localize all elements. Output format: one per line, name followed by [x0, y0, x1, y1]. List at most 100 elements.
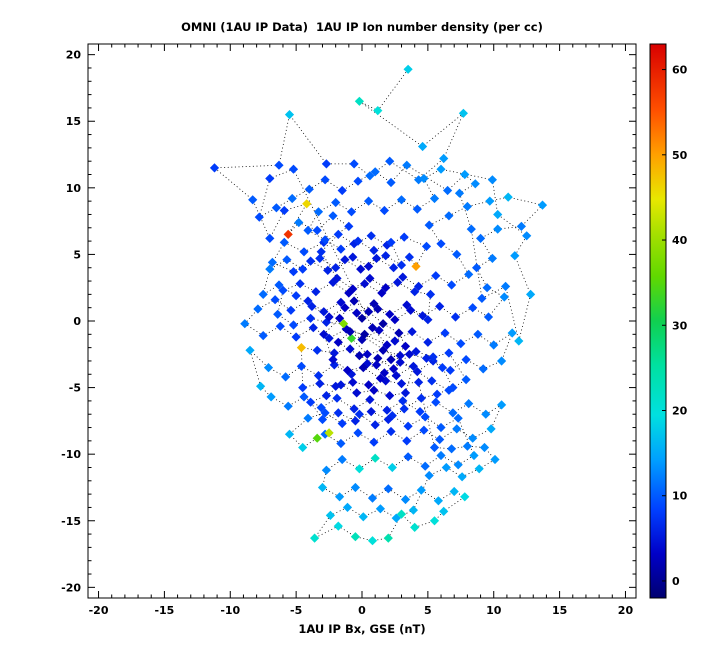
- scatter-point: [319, 329, 329, 339]
- scatter-point: [396, 195, 407, 205]
- colorbar-tick-labels: 0 10 20 30 40 50 60: [662, 64, 688, 588]
- scatter-point: [299, 392, 309, 402]
- scatter-point: [337, 418, 347, 429]
- scatter-point: [358, 512, 368, 522]
- scatter-point: [410, 522, 420, 532]
- scatter-point: [328, 277, 338, 287]
- scatter-point: [390, 315, 400, 325]
- scatter-point: [344, 288, 354, 298]
- scatter-point: [469, 450, 479, 461]
- scatter-point: [448, 408, 458, 418]
- scatter-point: [345, 327, 355, 337]
- plot-dynamic-layer: -20 -15 -10 -5 0 5 10 15 20 -20 -15 -10 -5 0 5 10 15 20 0 1…: [61, 43, 688, 617]
- scatter-point: [386, 177, 396, 188]
- scatter-point: [485, 196, 495, 206]
- scatter-point: [402, 436, 412, 446]
- scatter-point: [452, 249, 462, 259]
- scatter-point: [379, 368, 389, 378]
- y-tick-label: -5: [69, 382, 81, 395]
- scatter-point: [490, 454, 500, 465]
- scatter-point: [356, 264, 366, 274]
- scatter-point: [350, 416, 360, 426]
- colorbar-tick-label: 10: [672, 490, 688, 503]
- scatter-point: [378, 319, 388, 329]
- scatter-point: [209, 163, 220, 173]
- scatter-point: [440, 328, 450, 338]
- scatter-point: [286, 305, 296, 315]
- scatter-point: [445, 365, 455, 375]
- scatter-point: [399, 404, 409, 414]
- colorbar-tick-label: 50: [672, 149, 688, 162]
- scatter-point: [399, 232, 409, 242]
- scatter-point: [263, 363, 274, 373]
- scatter-point: [424, 220, 434, 230]
- scatter-point: [313, 371, 324, 381]
- x-tick-label: -15: [154, 604, 174, 617]
- scatter-point: [458, 108, 468, 118]
- scatter-point: [310, 533, 320, 543]
- scatter-point: [423, 315, 433, 325]
- scatter-point: [466, 224, 476, 234]
- scatter-point: [296, 343, 306, 353]
- scatter-point: [462, 441, 472, 451]
- scatter-point: [320, 235, 330, 245]
- scatter-point: [258, 289, 268, 299]
- scatter-point: [453, 413, 463, 423]
- scatter-point: [321, 465, 331, 475]
- scatter-point: [354, 351, 364, 361]
- scatter-point: [329, 360, 339, 370]
- scatter-point: [385, 391, 395, 401]
- scatter-point: [316, 247, 326, 257]
- scatter-point: [449, 486, 459, 497]
- scatter-point: [499, 292, 509, 302]
- x-tick-label: -5: [290, 604, 302, 617]
- scatter-point: [275, 321, 285, 331]
- scatter-point: [283, 401, 293, 411]
- scatter-point: [381, 283, 391, 293]
- scatter-point: [402, 160, 412, 170]
- scatter-point: [522, 231, 532, 241]
- y-tick-label: -15: [61, 515, 81, 528]
- scatter-point: [481, 409, 491, 419]
- scatter-point: [410, 287, 420, 297]
- scatter-point: [389, 263, 399, 273]
- scatter-point: [412, 367, 422, 377]
- scatter-point: [313, 207, 324, 217]
- colorbar: [650, 44, 666, 598]
- scatter-point: [364, 307, 374, 317]
- scatter-point: [365, 273, 375, 283]
- scatter-point: [472, 263, 482, 273]
- scatter-point: [468, 433, 478, 443]
- scatter-point: [273, 309, 283, 319]
- x-tick-label: 10: [486, 604, 502, 617]
- scatter-point: [253, 304, 263, 314]
- y-tick-label: 10: [66, 182, 82, 195]
- scatter-point: [245, 345, 255, 355]
- scatter-point: [433, 496, 443, 506]
- scatter-point: [423, 337, 433, 347]
- scatter-point: [298, 442, 308, 453]
- scatter-point: [387, 462, 397, 473]
- scatter-point: [400, 388, 411, 398]
- scatter-point: [336, 380, 346, 390]
- scatter-point: [323, 265, 333, 275]
- scatter-point: [315, 379, 325, 389]
- scatter-point: [335, 492, 345, 502]
- scatter-point: [406, 305, 416, 315]
- scatter-point: [389, 364, 399, 374]
- scatter-point: [474, 464, 484, 474]
- scatter-point: [328, 355, 338, 365]
- scatter-point: [353, 236, 363, 246]
- scatter-point: [431, 397, 441, 407]
- scatter-point: [425, 289, 436, 299]
- scatter-point: [444, 348, 454, 358]
- scatter-point: [452, 424, 462, 434]
- scatter-point: [378, 345, 388, 355]
- scatter-point: [328, 211, 338, 221]
- scatter-point: [487, 175, 497, 185]
- scatter-point: [396, 379, 407, 389]
- scatter-point: [370, 453, 380, 463]
- scatter-point: [299, 247, 309, 257]
- scatter-point: [284, 110, 295, 120]
- scatter-point: [365, 395, 375, 405]
